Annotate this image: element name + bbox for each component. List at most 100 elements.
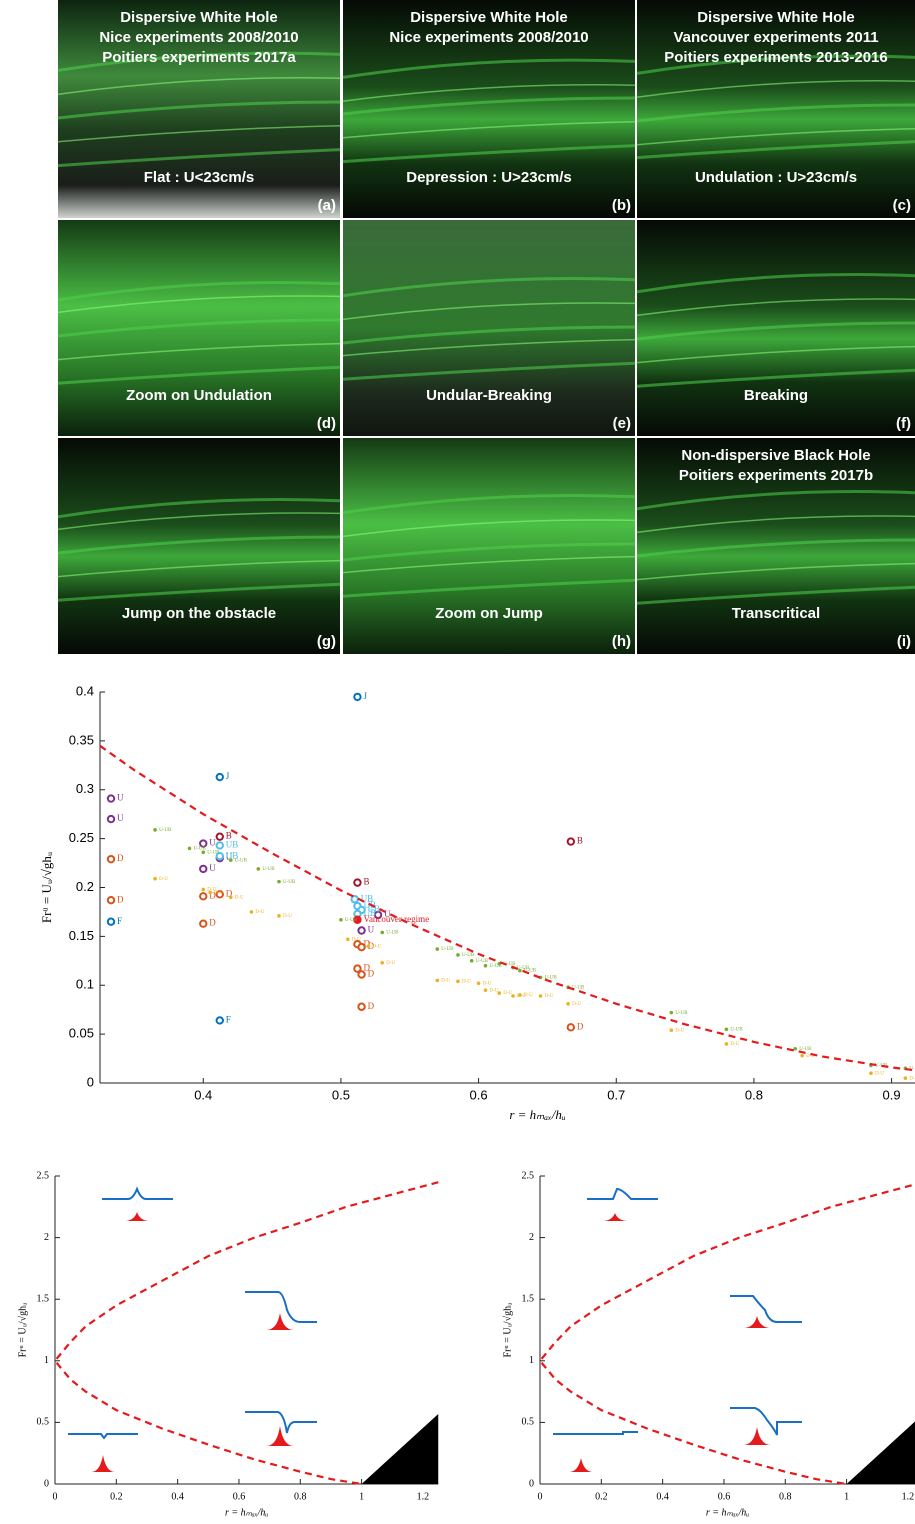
small-point: [277, 879, 281, 884]
wave-profile: [730, 1407, 802, 1436]
panel-tag: (b): [612, 197, 631, 214]
x-tick-label: 0.2: [110, 1491, 123, 1502]
x-tick-label: 0.8: [779, 1491, 792, 1502]
y-tick-label: 0.2: [76, 879, 94, 894]
point: [357, 942, 366, 952]
photo-streak: [57, 148, 341, 168]
small-point: [476, 981, 481, 986]
point-label: D-U: [159, 877, 168, 882]
threshold-curve: [99, 744, 915, 1072]
point: [357, 926, 366, 935]
photo-streak: [57, 295, 341, 314]
point-label: U: [368, 925, 375, 935]
point-label: B: [577, 836, 583, 846]
point-label: U-UB: [489, 964, 502, 969]
y-tick-label: 0.5: [522, 1417, 535, 1428]
panel-caption: Undulation : U>23cm/s: [695, 169, 857, 186]
panel-heading: Poitiers experiments 2017b: [679, 467, 873, 484]
point: [566, 837, 576, 846]
point-label: D-U: [675, 1028, 684, 1033]
photo-streak: [342, 542, 636, 562]
point-label: D-U: [806, 1054, 815, 1059]
photo-streak: [636, 128, 915, 146]
small-point: [228, 858, 233, 862]
point-label: D-U: [214, 891, 223, 896]
small-point: [869, 1071, 873, 1076]
point-label: D: [368, 969, 375, 979]
photo-streak: [57, 318, 341, 338]
panel-heading: Non-dispersive Black Hole: [681, 447, 870, 464]
point-label: B: [226, 831, 232, 841]
point: [199, 892, 208, 901]
point-label: U-UB: [545, 976, 558, 981]
point-label: D-U: [352, 937, 361, 942]
small-point: [435, 947, 440, 951]
point-label: U-UB: [193, 847, 206, 852]
small-point: [153, 876, 157, 881]
photo-streak: [636, 538, 915, 558]
point: [215, 841, 224, 850]
photo-streak: [342, 519, 636, 538]
small-point: [187, 846, 192, 851]
photo: [58, 220, 340, 436]
x-axis-label: r = hₘₐₓ/hᵤ: [706, 1507, 749, 1518]
y-tick-label: 0.15: [69, 928, 94, 943]
x-tick-label: 0.8: [294, 1491, 307, 1502]
small-point: [366, 944, 371, 948]
photo-streak: [636, 368, 915, 388]
wave-profile: [587, 1187, 658, 1200]
photo-streak: [57, 281, 341, 302]
point-label: D-U: [503, 991, 512, 996]
point-label: B: [363, 877, 369, 887]
wave-profile: [102, 1186, 173, 1200]
wave-profile: [245, 1411, 317, 1434]
panel-heading: Vancouver experiments 2011: [673, 29, 878, 46]
photo-streak: [57, 512, 341, 531]
photo-streak: [57, 125, 341, 143]
point-label: D-U: [489, 988, 498, 993]
point-label: D-U: [372, 944, 381, 949]
photo-streak: [342, 84, 636, 102]
x-tick-label: 1: [844, 1491, 849, 1502]
small-point: [456, 953, 460, 957]
small-point: [339, 917, 343, 922]
photo-streak: [342, 144, 636, 164]
point: [215, 852, 224, 861]
photo-streak: [57, 77, 341, 95]
obstacle-bump: [743, 1427, 771, 1445]
photo-streak: [636, 298, 915, 317]
small-point: [346, 937, 350, 942]
panel-caption: Breaking: [744, 387, 808, 404]
y-tick-label: 2.5: [37, 1170, 50, 1181]
point: [199, 839, 208, 848]
small-point: [435, 978, 440, 983]
point-label: U-UB: [462, 953, 475, 958]
wave-profile: [553, 1431, 638, 1435]
small-point: [483, 988, 488, 992]
point-label: UB: [226, 840, 239, 850]
point-label: D-U: [441, 979, 450, 984]
y-tick-label: 0: [44, 1478, 49, 1489]
x-tick-label: 0.6: [470, 1087, 488, 1102]
y-tick-label: 0.25: [69, 830, 94, 845]
obstacle-bump: [266, 1313, 294, 1330]
wave-profile: [245, 1291, 317, 1323]
point: [106, 917, 116, 926]
point-label: U-UB: [441, 947, 454, 952]
point: [215, 772, 224, 782]
point-label: U-UB: [476, 959, 489, 964]
panel-caption: Flat : U<23cm/s: [144, 169, 254, 186]
small-point: [228, 895, 233, 900]
panel-heading: Nice experiments 2008/2010: [99, 29, 298, 46]
point-label: Vancouver regime: [363, 914, 429, 924]
obstacle: [846, 1421, 915, 1484]
point-label: UB: [361, 893, 374, 903]
point-label: J: [226, 771, 230, 781]
small-point: [669, 1028, 674, 1033]
point-label: U-UB: [730, 1027, 743, 1032]
point-label: D-U: [572, 1002, 581, 1007]
threshold-curve: [53, 1181, 439, 1486]
x-tick-label: 0: [53, 1491, 58, 1502]
panel-heading: Dispersive White Hole: [120, 9, 278, 26]
